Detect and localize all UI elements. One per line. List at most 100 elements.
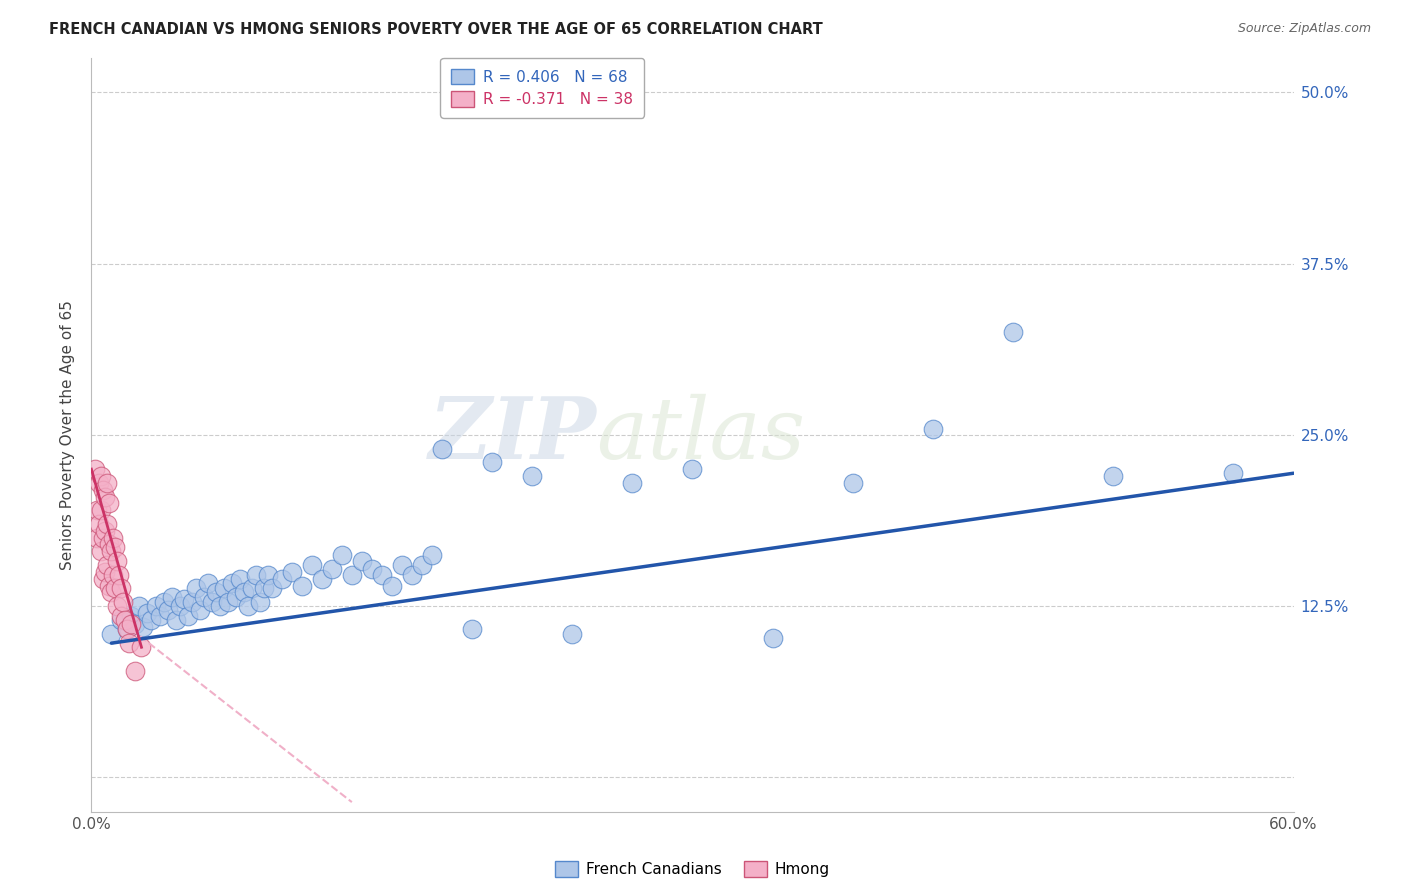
Point xyxy=(86,503,108,517)
Point xyxy=(160,590,183,604)
Text: Source: ZipAtlas.com: Source: ZipAtlas.com xyxy=(1237,22,1371,36)
Point xyxy=(270,572,292,586)
Point xyxy=(132,620,155,634)
Point xyxy=(104,540,127,554)
Point xyxy=(281,565,304,579)
Point xyxy=(110,613,132,627)
Point xyxy=(256,567,278,582)
Point xyxy=(96,475,118,490)
Point xyxy=(94,565,117,579)
Point xyxy=(114,613,136,627)
Point xyxy=(371,567,394,582)
Point xyxy=(681,462,703,476)
Point xyxy=(240,582,263,596)
Point xyxy=(90,469,112,483)
Point xyxy=(93,572,115,586)
Point xyxy=(180,595,202,609)
Point xyxy=(193,590,215,604)
Point xyxy=(98,496,121,510)
Point xyxy=(124,617,146,632)
Point xyxy=(232,585,254,599)
Point xyxy=(110,582,132,596)
Point xyxy=(621,475,644,490)
Point xyxy=(94,524,117,538)
Point xyxy=(121,608,143,623)
Point xyxy=(152,595,174,609)
Point xyxy=(201,595,224,609)
Point xyxy=(260,582,283,596)
Point xyxy=(131,640,153,655)
Point xyxy=(84,462,107,476)
Point xyxy=(89,475,111,490)
Point xyxy=(236,599,259,614)
Point xyxy=(100,544,122,558)
Point xyxy=(311,572,333,586)
Point xyxy=(762,631,785,645)
Point xyxy=(391,558,413,572)
Point xyxy=(90,544,112,558)
Point xyxy=(301,558,323,572)
Point xyxy=(107,599,129,614)
Point xyxy=(136,606,159,620)
Point xyxy=(110,608,132,623)
Point xyxy=(411,558,433,572)
Point xyxy=(93,531,115,545)
Text: ZIP: ZIP xyxy=(429,393,596,476)
Point xyxy=(221,575,243,590)
Point xyxy=(350,554,373,568)
Point xyxy=(197,575,219,590)
Point xyxy=(430,442,453,456)
Point xyxy=(249,595,271,609)
Point xyxy=(330,549,353,563)
Point xyxy=(420,549,443,563)
Point xyxy=(108,567,131,582)
Point xyxy=(381,578,404,592)
Point xyxy=(225,590,247,604)
Point xyxy=(522,469,544,483)
Point xyxy=(1001,325,1024,339)
Point xyxy=(100,626,122,640)
Point xyxy=(217,595,239,609)
Point xyxy=(340,567,363,582)
Point xyxy=(481,455,503,469)
Point xyxy=(165,613,187,627)
Point xyxy=(96,558,118,572)
Point xyxy=(112,595,135,609)
Point xyxy=(321,562,343,576)
Point xyxy=(107,554,129,568)
Point xyxy=(1222,467,1244,481)
Point xyxy=(561,626,583,640)
Point xyxy=(100,585,122,599)
Point xyxy=(176,608,198,623)
Y-axis label: Seniors Poverty Over the Age of 65: Seniors Poverty Over the Age of 65 xyxy=(60,300,76,570)
Point xyxy=(124,664,146,678)
Point xyxy=(208,599,231,614)
Point xyxy=(145,599,167,614)
Point xyxy=(148,608,170,623)
Legend: French Canadians, Hmong: French Canadians, Hmong xyxy=(548,855,837,883)
Point xyxy=(156,603,179,617)
Point xyxy=(291,578,314,592)
Point xyxy=(461,623,484,637)
Point xyxy=(117,623,139,637)
Point xyxy=(103,531,125,545)
Point xyxy=(922,422,945,436)
Text: atlas: atlas xyxy=(596,393,806,476)
Point xyxy=(188,603,211,617)
Point xyxy=(141,613,163,627)
Point xyxy=(90,503,112,517)
Point xyxy=(117,623,139,637)
Point xyxy=(245,567,267,582)
Point xyxy=(253,582,276,596)
Point xyxy=(212,582,235,596)
Point xyxy=(93,483,115,497)
Point xyxy=(841,475,863,490)
Point xyxy=(118,636,141,650)
Point xyxy=(128,599,150,614)
Point xyxy=(98,578,121,592)
Point xyxy=(228,572,250,586)
Point xyxy=(86,531,108,545)
Point xyxy=(103,567,125,582)
Point xyxy=(360,562,382,576)
Point xyxy=(169,599,191,614)
